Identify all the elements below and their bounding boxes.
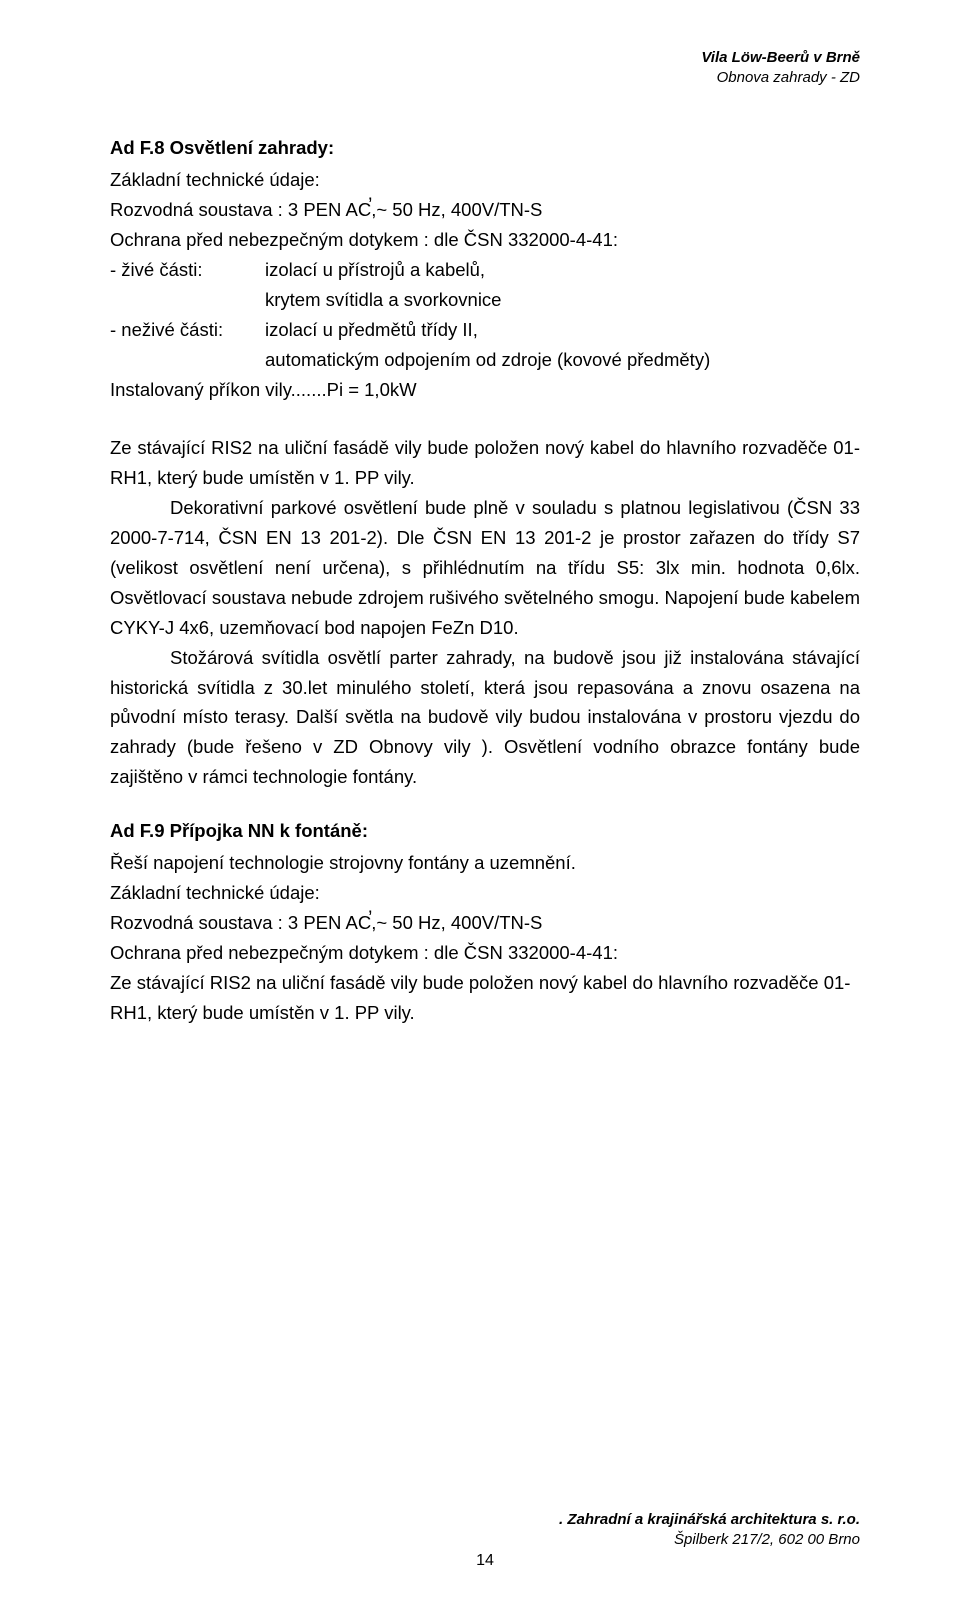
header-line-2: Obnova zahrady - ZD bbox=[110, 68, 860, 88]
footer-page-number: 14 bbox=[110, 1552, 860, 1570]
nezive-row: - neživé části: izolací u předmětů třídy… bbox=[110, 315, 860, 345]
section-f8-title: Ad F.8 Osvětlení zahrady: bbox=[110, 137, 860, 159]
section-f9-title: Ad F.9 Přípojka NN k fontáně: bbox=[110, 820, 860, 842]
header-line-1: Vila Löw-Beerů v Brně bbox=[110, 48, 860, 68]
footer-right-2: Špilberk 217/2, 602 00 Brno bbox=[110, 1530, 860, 1550]
nezive-value-1: izolací u předmětů třídy II, bbox=[265, 315, 860, 345]
f8-paragraph-1: Ze stávající RIS2 na uliční fasádě vily … bbox=[110, 433, 860, 493]
f9-ochrana: Ochrana před nebezpečným dotykem : dle Č… bbox=[110, 938, 860, 968]
ochrana-line: Ochrana před nebezpečným dotykem : dle Č… bbox=[110, 225, 860, 255]
zive-value-2: krytem svítidla a svorkovnice bbox=[110, 285, 860, 315]
nezive-value-2: automatickým odpojením od zdroje (kovové… bbox=[110, 345, 860, 375]
f8-paragraph-3: Stožárová svítidla osvětlí parter zahrad… bbox=[110, 643, 860, 793]
f8-paragraph-2: Dekorativní parkové osvětlení bude plně … bbox=[110, 493, 860, 643]
zive-row: - živé části: izolací u přístrojů a kabe… bbox=[110, 255, 860, 285]
page: Vila Löw-Beerů v Brně Obnova zahrady - Z… bbox=[0, 0, 960, 1608]
f8-paragraph-3-text: Stožárová svítidla osvětlí parter zahrad… bbox=[110, 647, 860, 788]
f8-paragraph-2-text: Dekorativní parkové osvětlení bude plně … bbox=[110, 497, 860, 638]
f9-tech-heading: Základní technické údaje: bbox=[110, 878, 860, 908]
spacer bbox=[110, 792, 860, 820]
page-footer: . Zahradní a krajinářská architektura s.… bbox=[0, 1510, 960, 1571]
footer-right: . Zahradní a krajinářská architektura s.… bbox=[110, 1510, 860, 1551]
footer-right-1: . Zahradní a krajinářská architektura s.… bbox=[110, 1510, 860, 1530]
zive-value-1: izolací u přístrojů a kabelů, bbox=[265, 255, 860, 285]
f9-rozvodna: Rozvodná soustava : 3 PEN AC̕,~ 50 Hz, 4… bbox=[110, 908, 860, 938]
nezive-label: - neživé části: bbox=[110, 315, 265, 345]
rozvodna-line: Rozvodná soustava : 3 PEN AC̕,~ 50 Hz, 4… bbox=[110, 195, 860, 225]
tech-heading: Základní technické údaje: bbox=[110, 165, 860, 195]
prikon-line: Instalovaný příkon vily.......Pi = 1,0kW bbox=[110, 375, 860, 405]
spacer bbox=[110, 405, 860, 433]
zive-label: - živé části: bbox=[110, 255, 265, 285]
f9-line1: Řeší napojení technologie strojovny font… bbox=[110, 848, 860, 878]
f9-paragraph: Ze stávající RIS2 na uliční fasádě vily … bbox=[110, 968, 860, 1028]
page-header: Vila Löw-Beerů v Brně Obnova zahrady - Z… bbox=[110, 48, 860, 87]
